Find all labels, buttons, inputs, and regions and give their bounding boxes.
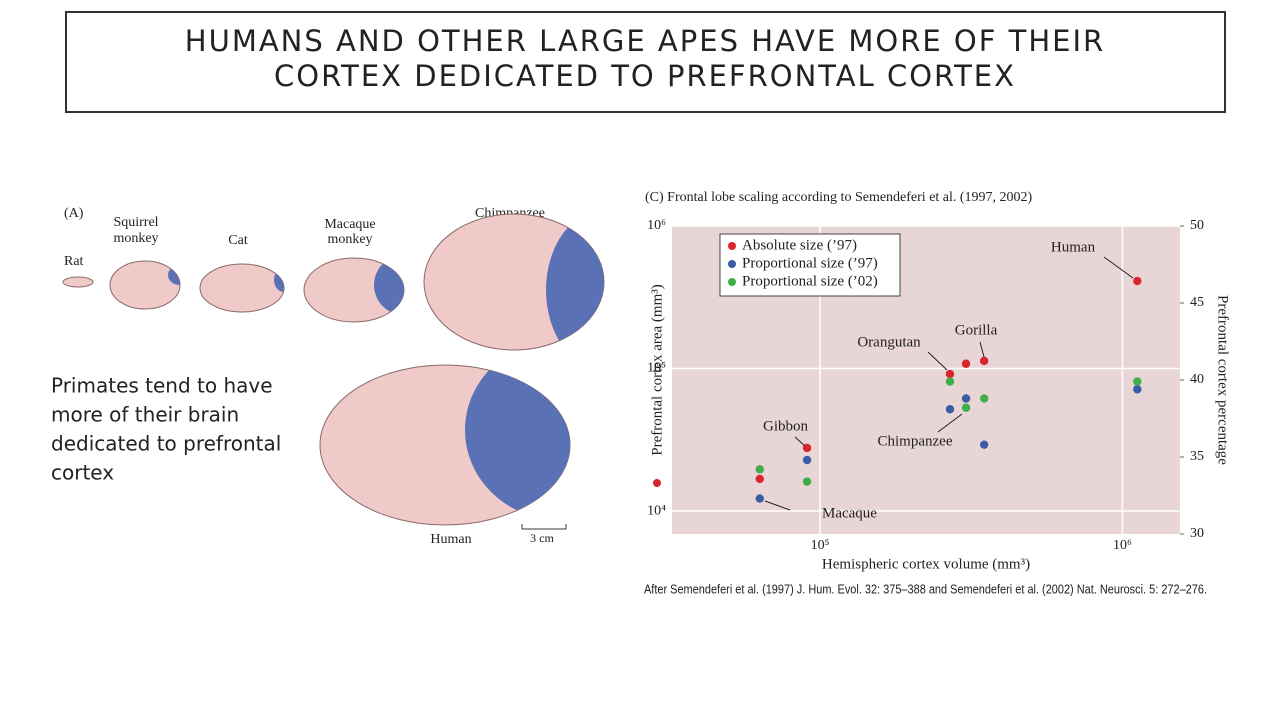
- x-tick-label: 10⁶: [1113, 538, 1132, 553]
- point: [945, 405, 955, 414]
- y-axis-key: [653, 479, 661, 487]
- point: [802, 477, 812, 486]
- y-tick-label: 10⁵: [647, 361, 666, 376]
- point: [1133, 276, 1142, 286]
- point: [755, 474, 764, 484]
- annotation: Gibbon: [763, 418, 809, 434]
- point: [961, 359, 971, 368]
- brain-label: Cat: [228, 233, 248, 248]
- point: [1133, 377, 1142, 386]
- legend-marker: [728, 260, 736, 268]
- point: [755, 494, 764, 503]
- point: [945, 377, 955, 386]
- brain: [199, 263, 285, 313]
- bullet-line: Primates tend to have: [51, 374, 273, 398]
- brain-label: Squirrel: [113, 215, 158, 230]
- brain-label: Macaque: [324, 217, 375, 232]
- brain: [109, 260, 181, 310]
- source: After Semendeferi et al. (1997) J. Hum. …: [644, 581, 1207, 596]
- title-box: [65, 11, 1226, 113]
- brain-label: monkey: [327, 232, 372, 247]
- legend-box: [719, 233, 901, 297]
- legend-marker: [728, 278, 736, 286]
- brain-label: monkey: [113, 231, 158, 246]
- prefrontal: [546, 214, 604, 350]
- annotation: Chimpanzee: [878, 433, 953, 449]
- y-tick-label: 10⁶: [647, 218, 666, 233]
- brain: [62, 276, 94, 288]
- point: [802, 455, 812, 465]
- annotation: Gorilla: [955, 322, 998, 338]
- slide-title: HUMANS AND OTHER LARGE APES HAVE MORE OF…: [185, 24, 1105, 58]
- legend-label: Proportional size (’97): [742, 255, 878, 271]
- panel-label: (A): [64, 206, 84, 221]
- point: [755, 465, 764, 474]
- point: [1133, 385, 1142, 394]
- y2-tick-label: 30: [1190, 526, 1204, 541]
- prefrontal: [465, 365, 570, 520]
- y2-tick-label: 50: [1190, 218, 1204, 233]
- point: [979, 394, 989, 403]
- prefrontal: [374, 258, 404, 315]
- y2-tick-label: 35: [1190, 449, 1204, 464]
- legend-label: Proportional size (’02): [742, 273, 878, 289]
- y2-axis-label: Prefrontal cortex percentage: [1215, 295, 1231, 465]
- y2-tick-label: 40: [1190, 372, 1204, 387]
- annotation: Orangutan: [857, 334, 921, 350]
- point: [979, 356, 989, 366]
- slide-title: CORTEX DEDICATED TO PREFRONTAL CORTEX: [274, 59, 1016, 93]
- annotation: Human: [1051, 239, 1096, 255]
- bullet: Primates tend to have more of their brai…: [51, 374, 281, 485]
- y-tick-label: 10⁴: [647, 503, 666, 518]
- legend-label: Absolute size (’97): [742, 237, 857, 253]
- brain-figure: (A) Rat Squirrel monkey Cat Macaque monk…: [62, 206, 605, 547]
- point: [979, 440, 989, 449]
- scale-label: 3 cm: [530, 531, 554, 545]
- x-tick-label: 10⁵: [811, 538, 830, 553]
- point: [945, 369, 955, 379]
- bullet-line: more of their brain: [51, 403, 239, 427]
- scale-bar: [521, 524, 567, 530]
- leader-line: [1103, 256, 1134, 279]
- leader-line: [794, 436, 806, 447]
- leader-line: [764, 500, 791, 511]
- bullet-line: cortex: [51, 461, 114, 485]
- point: [961, 394, 971, 403]
- brain-label: Rat: [64, 254, 84, 269]
- leader-line: [937, 413, 963, 433]
- y-axis-label: Prefrontal cortex area (mm³): [649, 284, 665, 456]
- chart-title: (C) Frontal lobe scaling according to Se…: [645, 190, 1033, 205]
- x-axis-label: Hemispheric cortex volume (mm³): [822, 556, 1030, 572]
- annotation: Macaque: [822, 505, 877, 521]
- leader-line: [979, 341, 985, 358]
- point: [961, 403, 971, 412]
- bullet-line: dedicated to prefrontal: [51, 432, 281, 456]
- leader-line: [927, 351, 948, 371]
- legend-marker: [728, 242, 736, 250]
- y2-tick-label: 45: [1190, 295, 1204, 310]
- brain-label: Human: [430, 532, 471, 547]
